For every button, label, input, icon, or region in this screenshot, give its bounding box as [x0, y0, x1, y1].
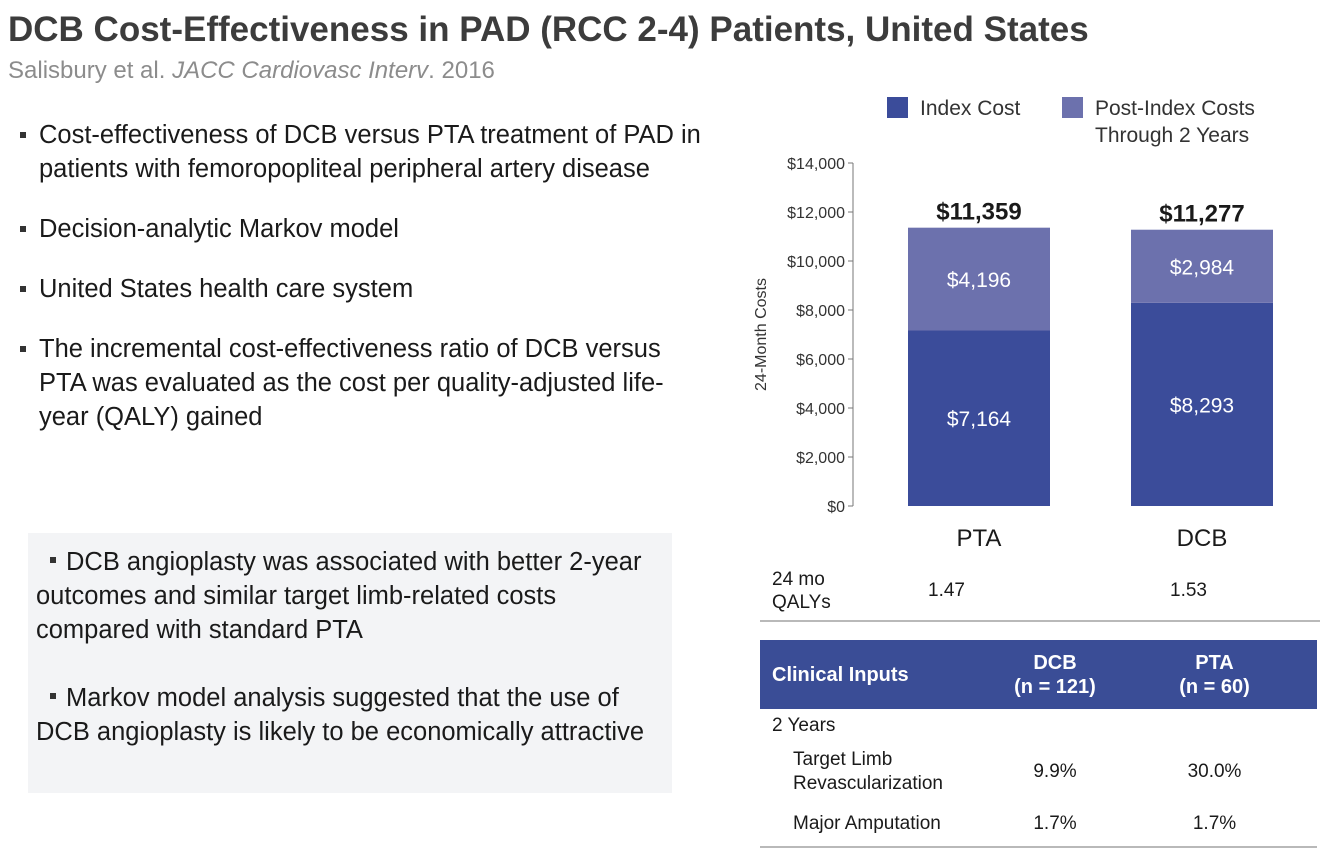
y-tick-label: $6,000 [796, 352, 845, 369]
bar-segment [908, 330, 1050, 506]
y-tick-label: $0 [827, 499, 845, 516]
legend-label: Through 2 Years [1095, 124, 1249, 147]
table-row: Target Limb Revascularization 9.9% 30.0% [760, 742, 1317, 802]
row-dcb-value: 9.9% [1033, 761, 1077, 782]
bullet-item: Cost-effectiveness of DCB versus PTA tre… [18, 118, 708, 186]
table-header-row: Clinical Inputs DCB (n = 121) PTA (n = 60) [760, 640, 1317, 709]
summary-item: DCB angioplasty was associated with bett… [36, 545, 662, 647]
bullet-item: The incremental cost-effectiveness ratio… [18, 332, 708, 434]
qaly-dcb-value: 1.53 [1170, 580, 1207, 601]
legend-label: Index Cost [920, 97, 1021, 120]
y-tick-label: $8,000 [796, 303, 845, 320]
header-pta: PTA (n = 60) [1112, 640, 1317, 709]
bar-value-label: $8,293 [1170, 394, 1234, 417]
cost-chart: $0 $2,000 $4,000 $6,000 $8,000 $10,000 $12,000… [753, 97, 1273, 552]
slide-title: DCB Cost-Effectiveness in PAD (RCC 2-4) … [8, 10, 1089, 49]
y-tick-label: $4,000 [796, 401, 845, 418]
y-tick-label: $14,000 [787, 156, 845, 173]
citation-year: . 2016 [428, 57, 495, 84]
y-tick-label: $2,000 [796, 450, 845, 467]
header-clinical-inputs: Clinical Inputs [760, 640, 998, 709]
bar-segment [1131, 302, 1273, 506]
clinical-inputs-table: Clinical Inputs DCB (n = 121) PTA (n = 60)… [760, 640, 1317, 848]
bar-value-label: $2,984 [1170, 256, 1235, 279]
group-label: 2 Years [772, 714, 836, 736]
bar-value-label: $4,196 [947, 269, 1011, 292]
bar-total-label: $11,359 [936, 199, 1021, 226]
header-dcb-n: (n = 121) [1014, 675, 1096, 698]
bullet-square-icon [50, 693, 56, 700]
bullet-item: Decision-analytic Markov model [18, 212, 708, 246]
qaly-row: 24 mo QALYs 1.47 1.53 [760, 568, 1320, 622]
bar-segment [1131, 229, 1273, 303]
header-dcb-label: DCB [1033, 651, 1077, 674]
citation: Salisbury et al. JACC Cardiovasc Interv.… [8, 57, 495, 85]
citation-journal: JACC Cardiovasc Interv [172, 57, 429, 84]
legend-label: Post-Index Costs [1095, 97, 1255, 120]
category-label: DCB [1177, 525, 1228, 552]
header-dcb: DCB (n = 121) [998, 640, 1112, 709]
row-pta-value: 30.0% [1187, 761, 1242, 782]
row-pta-value: 1.7% [1112, 802, 1317, 848]
row-label: Major Amputation [760, 802, 998, 848]
bullet-square-icon [50, 557, 56, 564]
bar-segment [908, 227, 1050, 331]
bar-value-label: $7,164 [947, 408, 1012, 431]
summary-item: Markov model analysis suggested that the… [36, 681, 662, 749]
citation-authors: Salisbury et al. [8, 57, 166, 84]
legend-swatch-post-index-icon [1062, 97, 1083, 118]
y-axis-label: 24-Month Costs [753, 278, 770, 391]
table-group-row: 2 Years [760, 709, 1317, 742]
bullet-item: United States health care system [18, 272, 708, 306]
summary-text: DCB angioplasty was associated with bett… [36, 548, 642, 644]
y-tick-label: $12,000 [787, 205, 845, 222]
row-dcb-value: 1.7% [998, 802, 1112, 848]
header-pta-n: (n = 60) [1179, 675, 1250, 698]
row-label: Target Limb Revascularization [793, 749, 943, 794]
header-pta-label: PTA [1195, 651, 1234, 674]
y-tick-label: $10,000 [787, 254, 845, 271]
summary-text: Markov model analysis suggested that the… [36, 684, 645, 746]
qaly-pta-value: 1.47 [928, 580, 965, 601]
qaly-label: 24 mo QALYs [772, 569, 831, 613]
legend-swatch-index-icon [887, 97, 908, 118]
category-label: PTA [957, 525, 1002, 552]
bullet-list: Cost-effectiveness of DCB versus PTA tre… [18, 118, 708, 460]
table-row: Major Amputation 1.7% 1.7% [760, 802, 1317, 848]
bar-total-label: $11,277 [1159, 201, 1244, 228]
summary-box: DCB angioplasty was associated with bett… [28, 533, 672, 793]
